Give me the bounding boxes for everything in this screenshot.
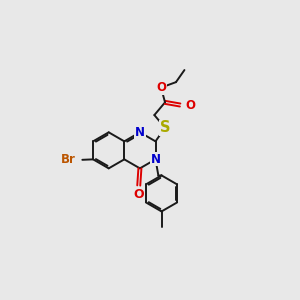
Text: N: N <box>135 126 145 139</box>
Text: O: O <box>156 81 166 94</box>
Text: N: N <box>151 153 160 166</box>
Text: S: S <box>160 120 170 135</box>
Text: Br: Br <box>61 153 75 166</box>
Text: O: O <box>185 98 195 112</box>
Text: O: O <box>134 188 144 201</box>
